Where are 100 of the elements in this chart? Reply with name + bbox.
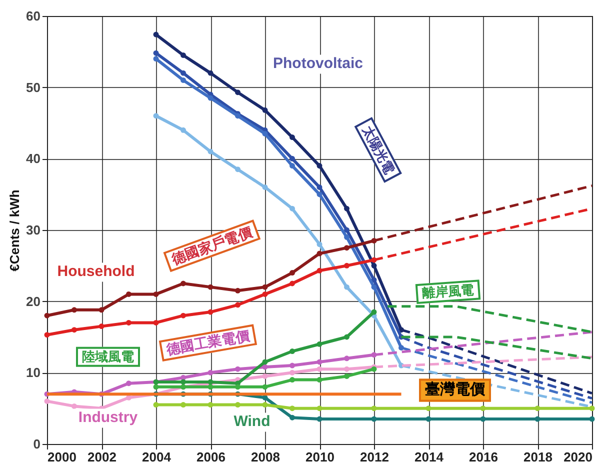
point [371,406,377,412]
point [316,242,322,247]
point [344,284,350,290]
x-tick-label: 2018 [524,450,552,464]
point [316,406,322,412]
point [208,309,214,315]
point [180,77,186,83]
point [72,327,77,333]
point [316,192,322,198]
point [262,374,268,379]
point [44,312,50,318]
point [180,379,186,385]
y-tick-label: 0 [33,436,40,452]
point [98,307,104,313]
point [371,416,377,422]
point [290,370,295,376]
x-tick-label: 2010 [306,450,334,464]
point [180,402,186,408]
point [126,291,132,297]
y-tick-label: 10 [26,365,40,380]
annotation: Wind [230,412,274,432]
point [371,309,377,315]
x-tick-label: 2000 [48,450,76,464]
point [290,206,295,212]
point [589,406,595,412]
point [426,416,432,422]
point [235,366,240,372]
point [180,70,186,76]
point [153,32,159,38]
point [290,280,295,286]
point [153,291,159,297]
point [316,377,322,383]
point [344,374,350,379]
point [153,320,159,326]
point [480,416,486,422]
annotation: Industry [74,408,142,428]
y-tick-label: 60 [26,8,40,24]
annotation: Household [53,262,139,282]
point [235,90,240,96]
point [208,402,214,408]
point [290,414,295,420]
point [235,384,240,390]
point [344,227,350,233]
x-tick-label: 2004 [142,450,172,464]
point [262,107,268,113]
point [262,284,268,290]
point [344,206,350,212]
annotation: 離岸風電 [415,280,481,304]
point [534,406,540,412]
y-axis-title: €Cents / kWh [7,190,22,272]
point [180,312,186,318]
point [72,403,77,409]
annotation: 德國工業電價 [158,324,258,362]
point [126,380,132,386]
x-tick-label: 2014 [414,450,444,464]
point [290,156,295,162]
point [290,134,295,140]
annotation: 陸域風電 [76,346,140,368]
point [316,366,322,372]
point [371,262,377,268]
point [235,288,240,294]
y-tick-label: 20 [26,294,40,309]
point [208,70,214,76]
point [235,166,240,172]
point [344,262,350,268]
point [180,52,186,58]
annotation: 太陽光電 [354,116,402,184]
point [262,364,268,370]
point [344,366,350,372]
point [426,406,432,412]
x-tick-label: 2006 [196,450,226,464]
point [316,184,322,190]
x-tick-label: 2002 [88,450,116,464]
point [44,398,50,404]
point [371,284,377,290]
point [262,384,268,390]
point [316,416,322,422]
x-tick-label: 2012 [360,450,389,464]
point [316,268,322,274]
point [290,348,295,354]
point [180,280,186,286]
point [208,370,214,376]
point [262,291,268,297]
point [208,148,214,154]
point [290,163,295,169]
y-tick-label: 50 [26,80,40,95]
point [208,384,214,390]
point [589,416,595,422]
point [235,302,240,308]
point [316,341,322,347]
point [344,334,350,340]
point [290,377,295,383]
point [235,113,240,119]
point [44,332,50,338]
point [262,184,268,190]
annotation: 德國家戶電價 [163,220,261,272]
x-tick-label: 2016 [469,450,498,464]
y-tick-label: 30 [26,222,40,238]
y-tick-label: 40 [26,151,40,166]
point [262,130,268,136]
